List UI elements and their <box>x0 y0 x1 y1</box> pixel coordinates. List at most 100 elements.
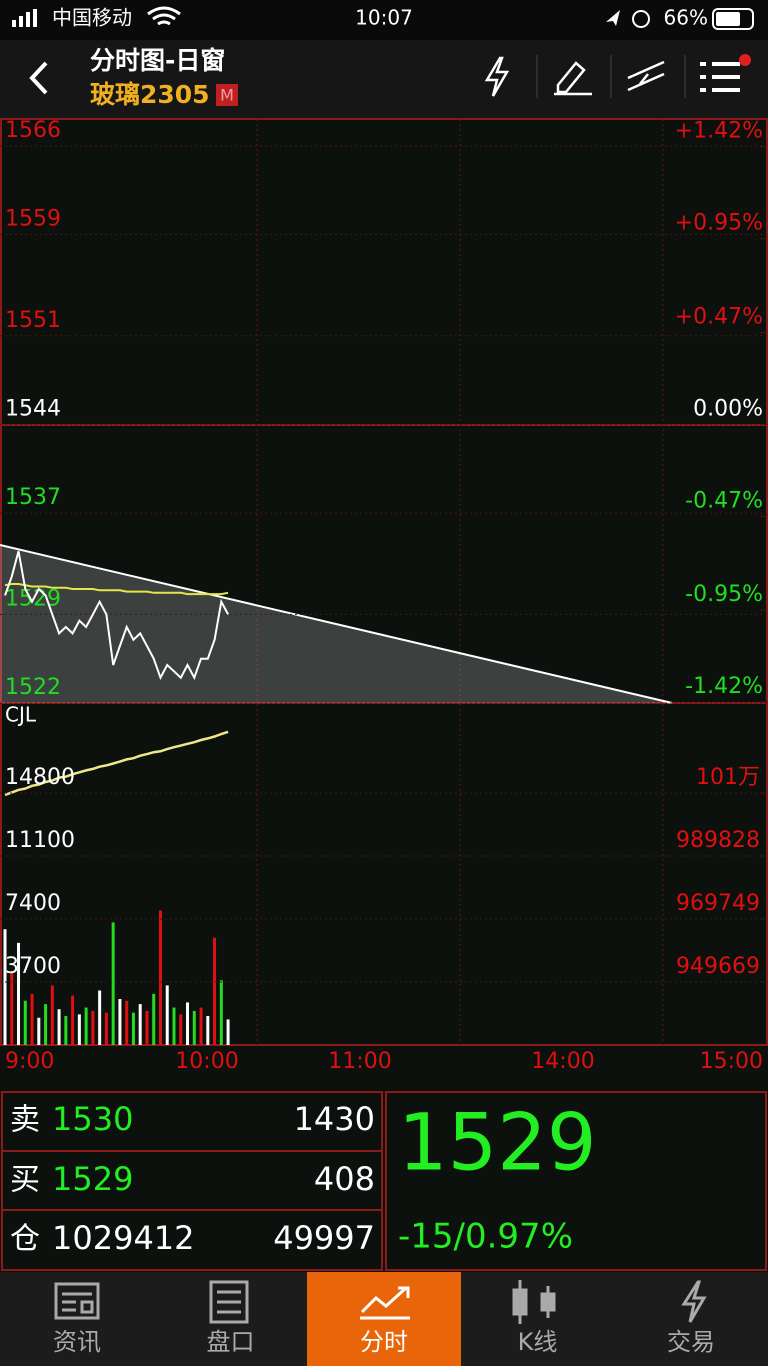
y2-tick-label: 949669 <box>676 954 760 979</box>
price-change: -15/0.97% <box>398 1217 573 1257</box>
badge: M <box>220 86 234 105</box>
battery-fill <box>716 12 740 26</box>
volume-bar <box>145 1010 149 1045</box>
volume-bar <box>199 1007 203 1045</box>
signal-icon <box>12 9 37 27</box>
volume-bar <box>91 1010 95 1045</box>
quote-volume: 1430 <box>294 1100 375 1138</box>
volume-bar <box>152 993 156 1045</box>
volume-bar <box>71 995 75 1045</box>
y-tick-label: 1551 <box>5 308 61 333</box>
y-tick-label: 1566 <box>5 118 61 143</box>
y2-tick-label: +0.47% <box>675 304 763 329</box>
panel-label: CJL <box>5 703 37 727</box>
y-tick-label: 1537 <box>5 485 61 510</box>
time-label: 9:00 <box>5 1049 54 1074</box>
notification-dot <box>739 54 751 66</box>
y2-tick-label: +0.95% <box>675 211 763 236</box>
quote-price: 1530 <box>52 1100 133 1138</box>
y2-tick-label: 989828 <box>676 828 760 853</box>
open-interest-line <box>4 730 229 797</box>
quote-label: 买 <box>10 1163 40 1198</box>
chart-area <box>0 118 768 1090</box>
y-tick-label: 14800 <box>5 765 75 790</box>
y2-tick-label: +1.42% <box>675 119 763 144</box>
y-tick-label: 1559 <box>5 206 61 231</box>
volume-bar <box>98 990 102 1045</box>
volume-bar <box>44 1004 48 1045</box>
time-label: 15:00 <box>700 1049 763 1074</box>
quote-price: 1029412 <box>52 1219 195 1257</box>
quote-volume: 49997 <box>273 1219 375 1257</box>
volume-bar <box>172 1007 176 1045</box>
y2-tick-label: 101万 <box>696 765 760 790</box>
page-title: 分时图-日窗 <box>90 46 225 75</box>
volume-bar <box>131 1012 135 1045</box>
volume-bar <box>3 929 7 1045</box>
quote-frame <box>1 1091 767 1271</box>
quote-label: 卖 <box>10 1103 40 1138</box>
badge-bg <box>216 84 238 106</box>
volume-bar <box>158 910 162 1045</box>
volume-bar <box>84 1007 88 1045</box>
tab-label: 交易 <box>667 1328 715 1356</box>
tab-label: 资讯 <box>53 1328 101 1356</box>
volume-bar <box>118 999 122 1045</box>
volume-bar <box>165 985 169 1045</box>
volume-bar <box>186 1002 190 1045</box>
volume-bar <box>17 942 21 1045</box>
y-tick-label: 1522 <box>5 675 61 700</box>
time-label: 11:00 <box>328 1049 391 1074</box>
y-tick-label: 1544 <box>5 396 61 421</box>
time-grid <box>256 119 664 1045</box>
trendline <box>0 544 673 704</box>
y-tick-label: 11100 <box>5 828 75 853</box>
lock-icon <box>632 10 650 28</box>
y2-tick-label: -1.42% <box>685 674 763 699</box>
y2-tick-label: -0.95% <box>685 582 763 607</box>
volume-bar <box>104 1012 108 1045</box>
last-price: 1529 <box>398 1098 597 1188</box>
volume-bar <box>50 985 54 1045</box>
tab-label: 分时 <box>360 1328 408 1356</box>
time-label: 10:00 <box>175 1049 238 1074</box>
carrier: 中国移动 <box>52 6 132 30</box>
volume-bar <box>10 971 14 1045</box>
location-icon <box>606 10 620 26</box>
price-line <box>4 550 229 681</box>
volume-bar <box>111 922 115 1045</box>
wifi-icon <box>147 6 181 26</box>
tab-icons <box>54 1280 707 1324</box>
volume-bar <box>23 1000 27 1045</box>
menu-button[interactable] <box>700 62 740 92</box>
volume-bar <box>37 1017 41 1045</box>
y2-tick-label: 0.00% <box>693 396 763 421</box>
draw-button[interactable] <box>554 61 592 96</box>
y-tick-label: 3700 <box>5 954 61 979</box>
clock: 10:07 <box>355 6 413 30</box>
header-bar <box>0 40 768 118</box>
volume-bar <box>213 937 217 1045</box>
volume-bar <box>179 1014 183 1045</box>
volume-bar <box>77 1014 81 1045</box>
tab-label: K线 <box>518 1328 558 1356</box>
price-line <box>4 583 229 596</box>
y-tick-label: 7400 <box>5 891 61 916</box>
volume-bar <box>138 1004 142 1045</box>
quote-price: 1529 <box>52 1160 133 1198</box>
tab-label: 盘口 <box>207 1328 255 1356</box>
flash-button[interactable] <box>484 56 510 97</box>
y2-tick-label: 969749 <box>676 891 760 916</box>
status-bar <box>0 0 768 40</box>
quote-volume: 408 <box>314 1160 375 1198</box>
back-button[interactable] <box>29 61 48 95</box>
line-tool-button[interactable] <box>627 60 665 92</box>
y2-tick-label: -0.47% <box>685 488 763 513</box>
battery-level: 66% <box>664 6 708 30</box>
volume-bar <box>219 980 223 1045</box>
symbol: 玻璃2305 <box>90 80 210 109</box>
volume-bar <box>64 1016 68 1045</box>
volume-bar <box>30 993 34 1045</box>
